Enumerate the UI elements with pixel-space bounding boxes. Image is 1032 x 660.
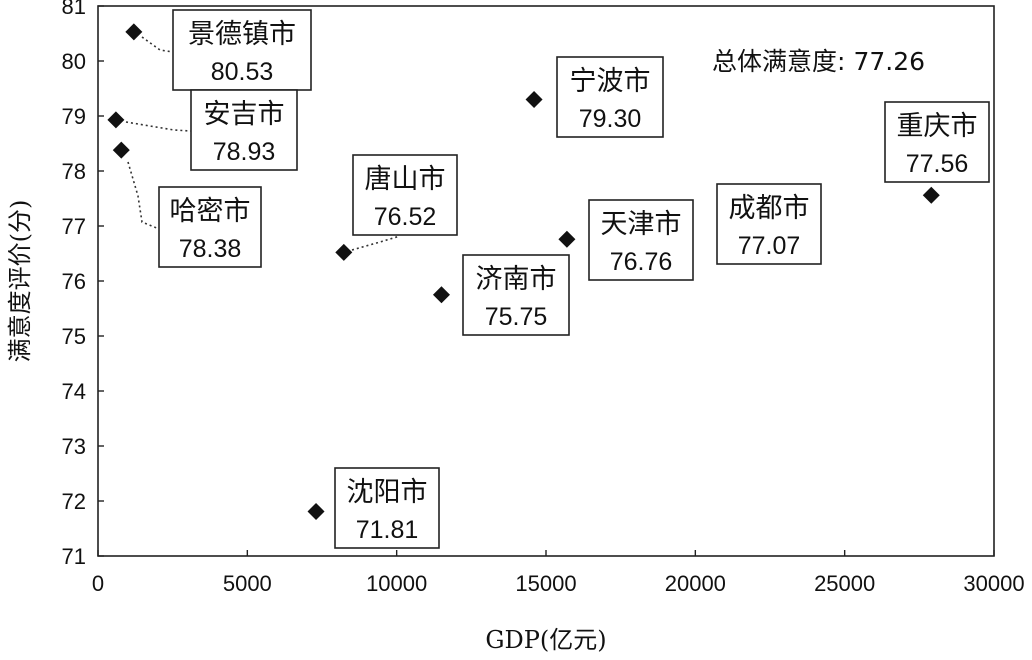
x-tick-label: 10000 [366, 571, 427, 596]
x-tick-label: 5000 [223, 571, 272, 596]
overall-satisfaction-label: 总体满意度: [712, 47, 845, 76]
point-label-value: 71.81 [356, 516, 419, 544]
data-point [558, 230, 576, 248]
point-label-box [884, 101, 990, 183]
y-tick-label: 74 [62, 379, 86, 404]
point-label-name: 沈阳市 [347, 477, 428, 508]
point-label-box [556, 56, 664, 138]
y-axis-title: 满意度评价(分) [6, 200, 34, 363]
y-tick-label: 75 [62, 324, 86, 349]
point-label-value: 80.53 [211, 58, 274, 86]
x-tick-label: 15000 [515, 571, 576, 596]
y-tick-label: 72 [62, 489, 86, 514]
point-label-box [190, 89, 298, 171]
point-label-name: 哈密市 [170, 196, 251, 227]
point-label-box [172, 9, 312, 91]
y-tick-label: 76 [62, 269, 86, 294]
data-point [112, 141, 130, 159]
point-label-value: 79.30 [579, 105, 642, 133]
point-label-value: 75.75 [485, 303, 548, 331]
leader-lines [125, 36, 401, 251]
data-points [107, 23, 940, 520]
point-label-box [716, 183, 822, 265]
point-label-box [352, 154, 458, 236]
point-label-box [462, 254, 570, 336]
data-point [107, 111, 125, 129]
point-label-box [158, 186, 262, 268]
overall-satisfaction: 总体满意度: 77.26 [712, 47, 925, 76]
overall-satisfaction-value: 77.26 [853, 47, 925, 76]
data-point [922, 186, 940, 204]
point-label-name: 景德镇市 [188, 19, 296, 50]
x-tick-label: 30000 [963, 571, 1024, 596]
axes: 0 5000 10000 15000 20000 25000 30000 71 72 73 74 75… [62, 0, 1025, 596]
point-label-name: 重庆市 [897, 111, 978, 142]
y-tick-label: 71 [62, 544, 86, 569]
data-point [432, 286, 450, 304]
y-tick-label: 81 [62, 0, 86, 19]
point-label-name: 天津市 [601, 209, 682, 240]
y-tick-label: 79 [62, 104, 86, 129]
leader-line [141, 36, 174, 53]
point-label-name: 唐山市 [365, 164, 446, 195]
point-label-name: 安吉市 [204, 99, 285, 130]
point-label-value: 76.52 [374, 203, 437, 231]
y-tick-label: 78 [62, 159, 86, 184]
leader-line [127, 161, 160, 230]
y-tick-label: 80 [62, 49, 86, 74]
point-labels: 景德镇市 80.53 安吉市 78.93 哈密市 78.38 宁波市 79.30 重庆市 77.5… [158, 9, 990, 549]
y-tick-label: 77 [62, 214, 86, 239]
point-label-value: 78.38 [179, 235, 242, 263]
point-label-name: 成都市 [729, 193, 810, 224]
point-label-value: 77.56 [906, 150, 969, 178]
data-point [125, 23, 143, 41]
point-label-name: 济南市 [476, 264, 557, 295]
point-label-value: 77.07 [738, 232, 801, 260]
point-label-box [588, 199, 694, 281]
point-label-value: 76.76 [610, 248, 673, 276]
data-point [335, 243, 353, 261]
x-tick-label: 25000 [814, 571, 875, 596]
point-label-value: 78.93 [213, 138, 276, 166]
point-label-box [334, 467, 440, 549]
leader-line [351, 235, 401, 251]
x-tick-label: 20000 [665, 571, 726, 596]
leader-line [125, 121, 192, 132]
data-point [307, 502, 325, 520]
data-point [525, 91, 543, 108]
y-tick-label: 73 [62, 434, 86, 459]
x-tick-label: 0 [92, 571, 104, 596]
x-axis-title: GDP(亿元) [485, 626, 606, 654]
point-label-name: 宁波市 [570, 66, 651, 97]
